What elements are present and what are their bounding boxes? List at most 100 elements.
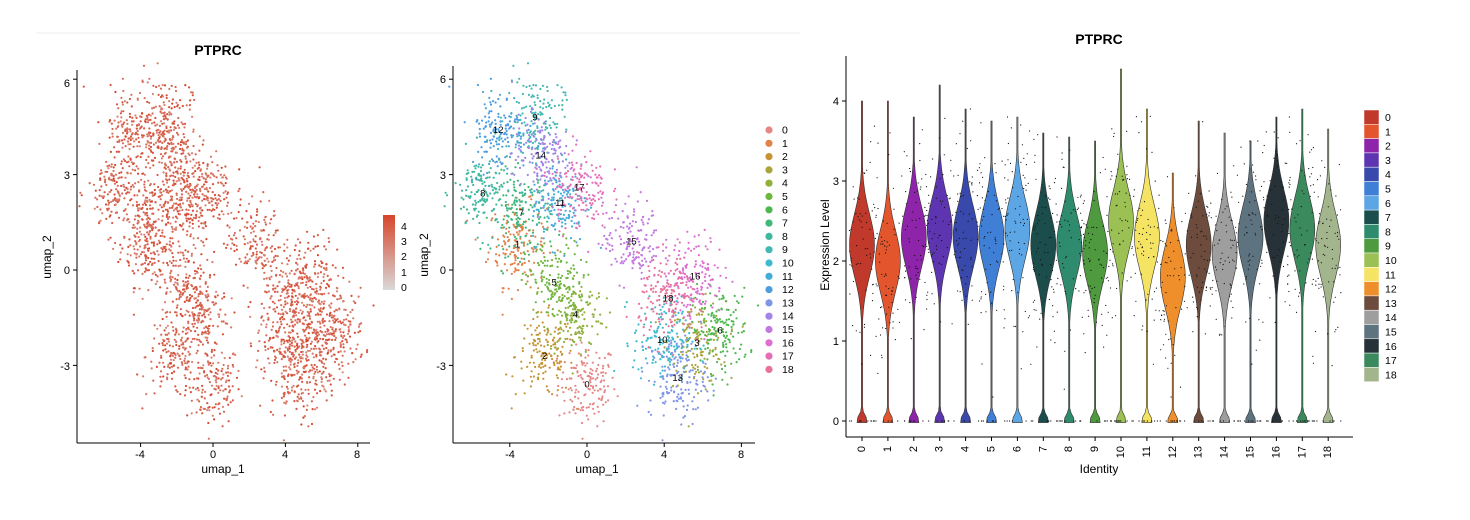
cell-point	[120, 139, 124, 142]
cell-point	[185, 177, 188, 180]
cell-point	[706, 376, 709, 379]
cell-point	[559, 192, 563, 195]
cell-point	[563, 252, 566, 255]
cell-point	[302, 328, 305, 331]
cell-point	[282, 305, 285, 308]
cell-point	[222, 213, 225, 216]
cell-point	[561, 217, 565, 220]
cell-point	[187, 365, 190, 368]
cell-point	[164, 344, 167, 347]
cell-point	[554, 228, 557, 231]
cell-point	[668, 343, 671, 346]
cell-point	[194, 187, 197, 190]
cell-point	[549, 265, 552, 268]
cell-point	[555, 126, 558, 129]
cell-point	[311, 408, 314, 411]
cell-point	[520, 122, 524, 125]
cell-point	[651, 361, 654, 364]
cell-point	[707, 328, 711, 331]
cell-point	[204, 325, 207, 328]
cell-point	[204, 375, 207, 378]
cell-point	[135, 243, 138, 246]
cell-point	[560, 86, 563, 89]
cell-point	[172, 259, 175, 262]
cell-point	[657, 347, 660, 350]
cell-point	[196, 205, 199, 208]
cell-point	[139, 126, 142, 129]
cell-point	[545, 277, 548, 280]
cell-point	[496, 264, 499, 267]
cell-point	[187, 152, 190, 155]
cell-point	[122, 110, 125, 113]
cell-point	[315, 355, 318, 358]
cell-point	[296, 263, 299, 266]
cell-point	[565, 287, 568, 290]
cell-point	[128, 238, 131, 241]
cell-point	[319, 326, 322, 329]
cell-point	[504, 116, 507, 119]
cell-point	[320, 292, 323, 296]
cell-point	[204, 198, 207, 201]
cell-point	[693, 367, 697, 370]
cell-point	[556, 260, 559, 263]
cell-point	[130, 161, 133, 164]
cell-point	[151, 212, 154, 215]
cell-point	[568, 288, 571, 291]
cell-point	[532, 338, 535, 341]
cell-point	[525, 105, 528, 108]
cell-point	[177, 167, 180, 170]
cell-point	[154, 282, 157, 286]
cell-point	[126, 131, 129, 134]
cell-point	[262, 191, 265, 194]
cell-point	[204, 295, 208, 299]
cell-point	[483, 198, 486, 201]
cell-point	[273, 290, 277, 293]
cell-point	[307, 322, 311, 325]
cell-point	[186, 139, 189, 142]
cell-point	[159, 188, 163, 191]
cell-point	[171, 230, 174, 233]
cell-point	[516, 116, 519, 119]
cell-point	[161, 273, 164, 276]
cell-point	[516, 121, 519, 124]
cell-point	[522, 241, 526, 244]
cell-point	[676, 321, 679, 324]
cell-point	[709, 304, 713, 307]
cell-point	[222, 292, 226, 295]
cell-point	[647, 379, 651, 382]
cell-point	[555, 168, 559, 171]
cell-point	[513, 120, 516, 123]
cell-point	[209, 176, 212, 179]
cell-point	[688, 332, 691, 335]
cell-point	[584, 371, 587, 374]
cell-point	[303, 415, 306, 418]
cell-point	[333, 321, 336, 324]
cell-point	[556, 249, 559, 252]
cell-point	[180, 121, 183, 124]
cell-point	[520, 360, 523, 363]
cell-point	[175, 306, 178, 309]
cell-point	[522, 164, 525, 167]
cell-point	[334, 336, 338, 339]
cell-point	[306, 230, 309, 233]
cell-point	[261, 263, 264, 266]
cell-point	[568, 319, 571, 322]
cell-point	[588, 375, 591, 378]
cell-point	[172, 364, 175, 367]
cell-point	[299, 241, 302, 244]
cell-point	[326, 328, 329, 331]
cell-point	[338, 308, 341, 311]
cell-point	[589, 206, 593, 209]
cell-point	[665, 390, 669, 394]
cell-point	[311, 352, 314, 355]
cell-point	[334, 328, 337, 331]
cell-point	[284, 272, 287, 275]
cell-point	[159, 204, 162, 207]
cell-point	[205, 173, 208, 176]
cell-point	[551, 292, 554, 295]
cell-point	[172, 171, 175, 174]
cell-point	[255, 250, 258, 253]
cell-point	[263, 307, 266, 310]
cell-point	[175, 101, 178, 104]
cell-point	[108, 178, 111, 181]
